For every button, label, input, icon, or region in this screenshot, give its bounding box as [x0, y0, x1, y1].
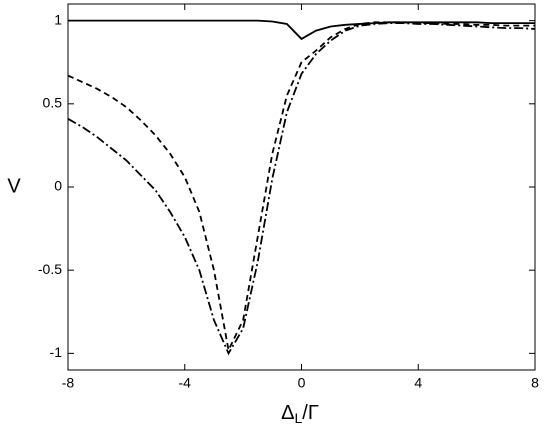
y-tick-label: 1	[54, 11, 62, 27]
data-line	[68, 19, 535, 41]
x-label-part: Δ	[281, 402, 294, 424]
x-tick-label: -4	[179, 375, 192, 391]
y-tick-label: -1	[50, 344, 63, 360]
y-axis-label: V	[7, 175, 21, 197]
x-tick-label: 4	[414, 375, 422, 391]
y-tick-label: 0.5	[43, 95, 63, 111]
data-line	[67, 21, 535, 353]
x-tick-label: 0	[298, 375, 306, 391]
x-axis-label: ΔL/Γ	[281, 402, 319, 425]
x-label-part: /Γ	[302, 402, 319, 424]
x-tick-label: -8	[62, 375, 75, 391]
x-tick-label: 8	[531, 375, 539, 391]
plot-frame	[67, 3, 536, 371]
data-line	[67, 22, 536, 356]
y-tick-label: -0.5	[38, 261, 62, 277]
x-label-subscript: L	[294, 410, 302, 426]
y-tick-label: 0	[54, 178, 62, 194]
